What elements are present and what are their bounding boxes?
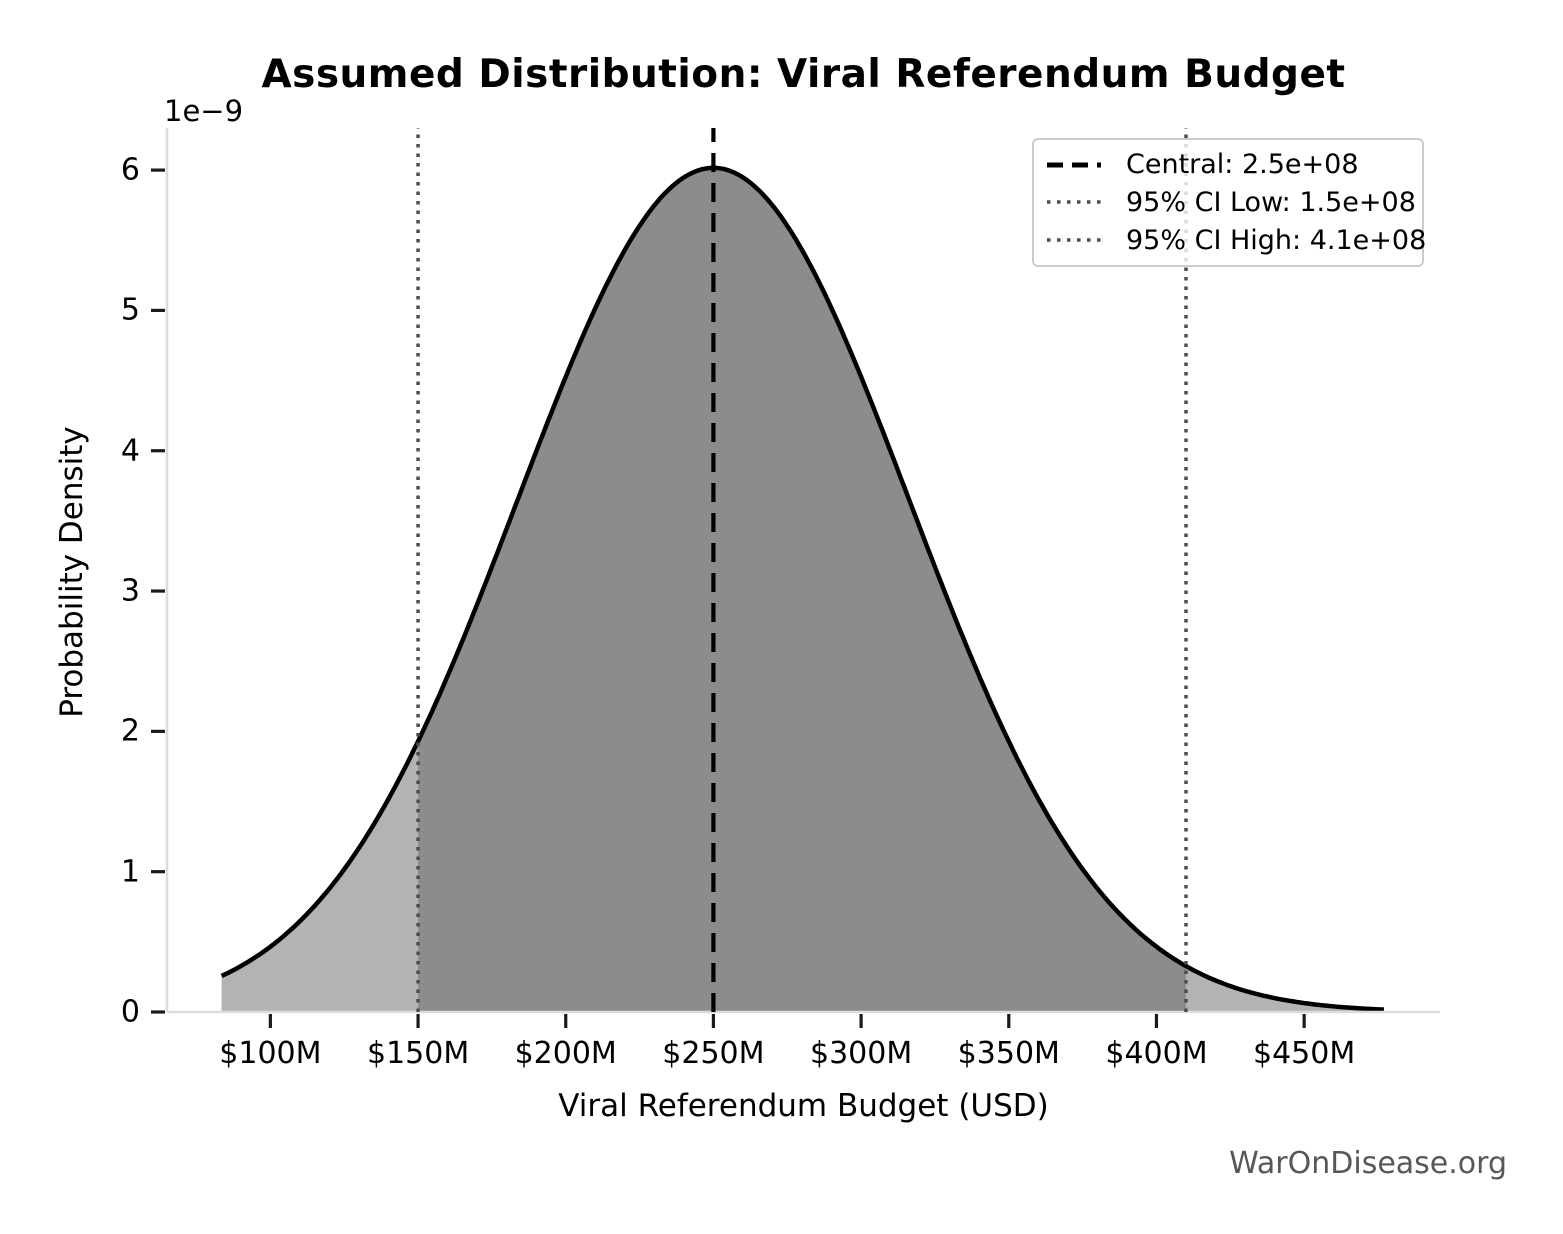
y-tick-label: 2 [120,713,140,749]
y-tick-label: 3 [120,573,140,609]
legend: Central: 2.5e+08 95% CI Low: 1.5e+08 95%… [1032,138,1426,267]
y-tick-label: 6 [120,152,140,188]
x-tick-label: $350M [957,1036,1060,1071]
x-tick-label: $150M [366,1036,470,1071]
x-tick-label: $250M [662,1036,765,1071]
legend-item-central: Central: 2.5e+08 [1034,148,1422,182]
dashed-line-icon [1047,162,1101,168]
watermark: WarOnDisease.org [1229,1146,1507,1181]
y-tick-label: 0 [120,994,140,1030]
x-tick-label: $450M [1252,1036,1356,1071]
legend-item-ci-high: 95% CI High: 4.1e+08 [1034,223,1426,257]
legend-label-ci-low: 95% CI Low: 1.5e+08 [1126,186,1416,218]
y-tick-label: 5 [120,292,140,328]
y-tick-label: 1 [120,854,140,890]
x-tick-label: $200M [514,1036,617,1071]
y-axis-label: Probability Density [54,426,90,718]
x-tick-label: $100M [219,1036,322,1071]
x-tick-label: $300M [809,1036,913,1071]
y-tick-label: 4 [120,433,140,469]
dotted-line-icon [1047,238,1101,242]
legend-label-ci-high: 95% CI High: 4.1e+08 [1126,224,1427,256]
x-tick-label: $400M [1105,1036,1208,1071]
dotted-line-icon [1047,200,1101,205]
legend-item-ci-low: 95% CI Low: 1.5e+08 [1034,185,1422,219]
legend-label-central: Central: 2.5e+08 [1126,149,1359,181]
y-axis-offset-text: 1e−9 [164,94,244,128]
x-axis-label: Viral Referendum Budget (USD) [558,1088,1049,1124]
chart-title: Assumed Distribution: Viral Referendum B… [261,52,1346,97]
